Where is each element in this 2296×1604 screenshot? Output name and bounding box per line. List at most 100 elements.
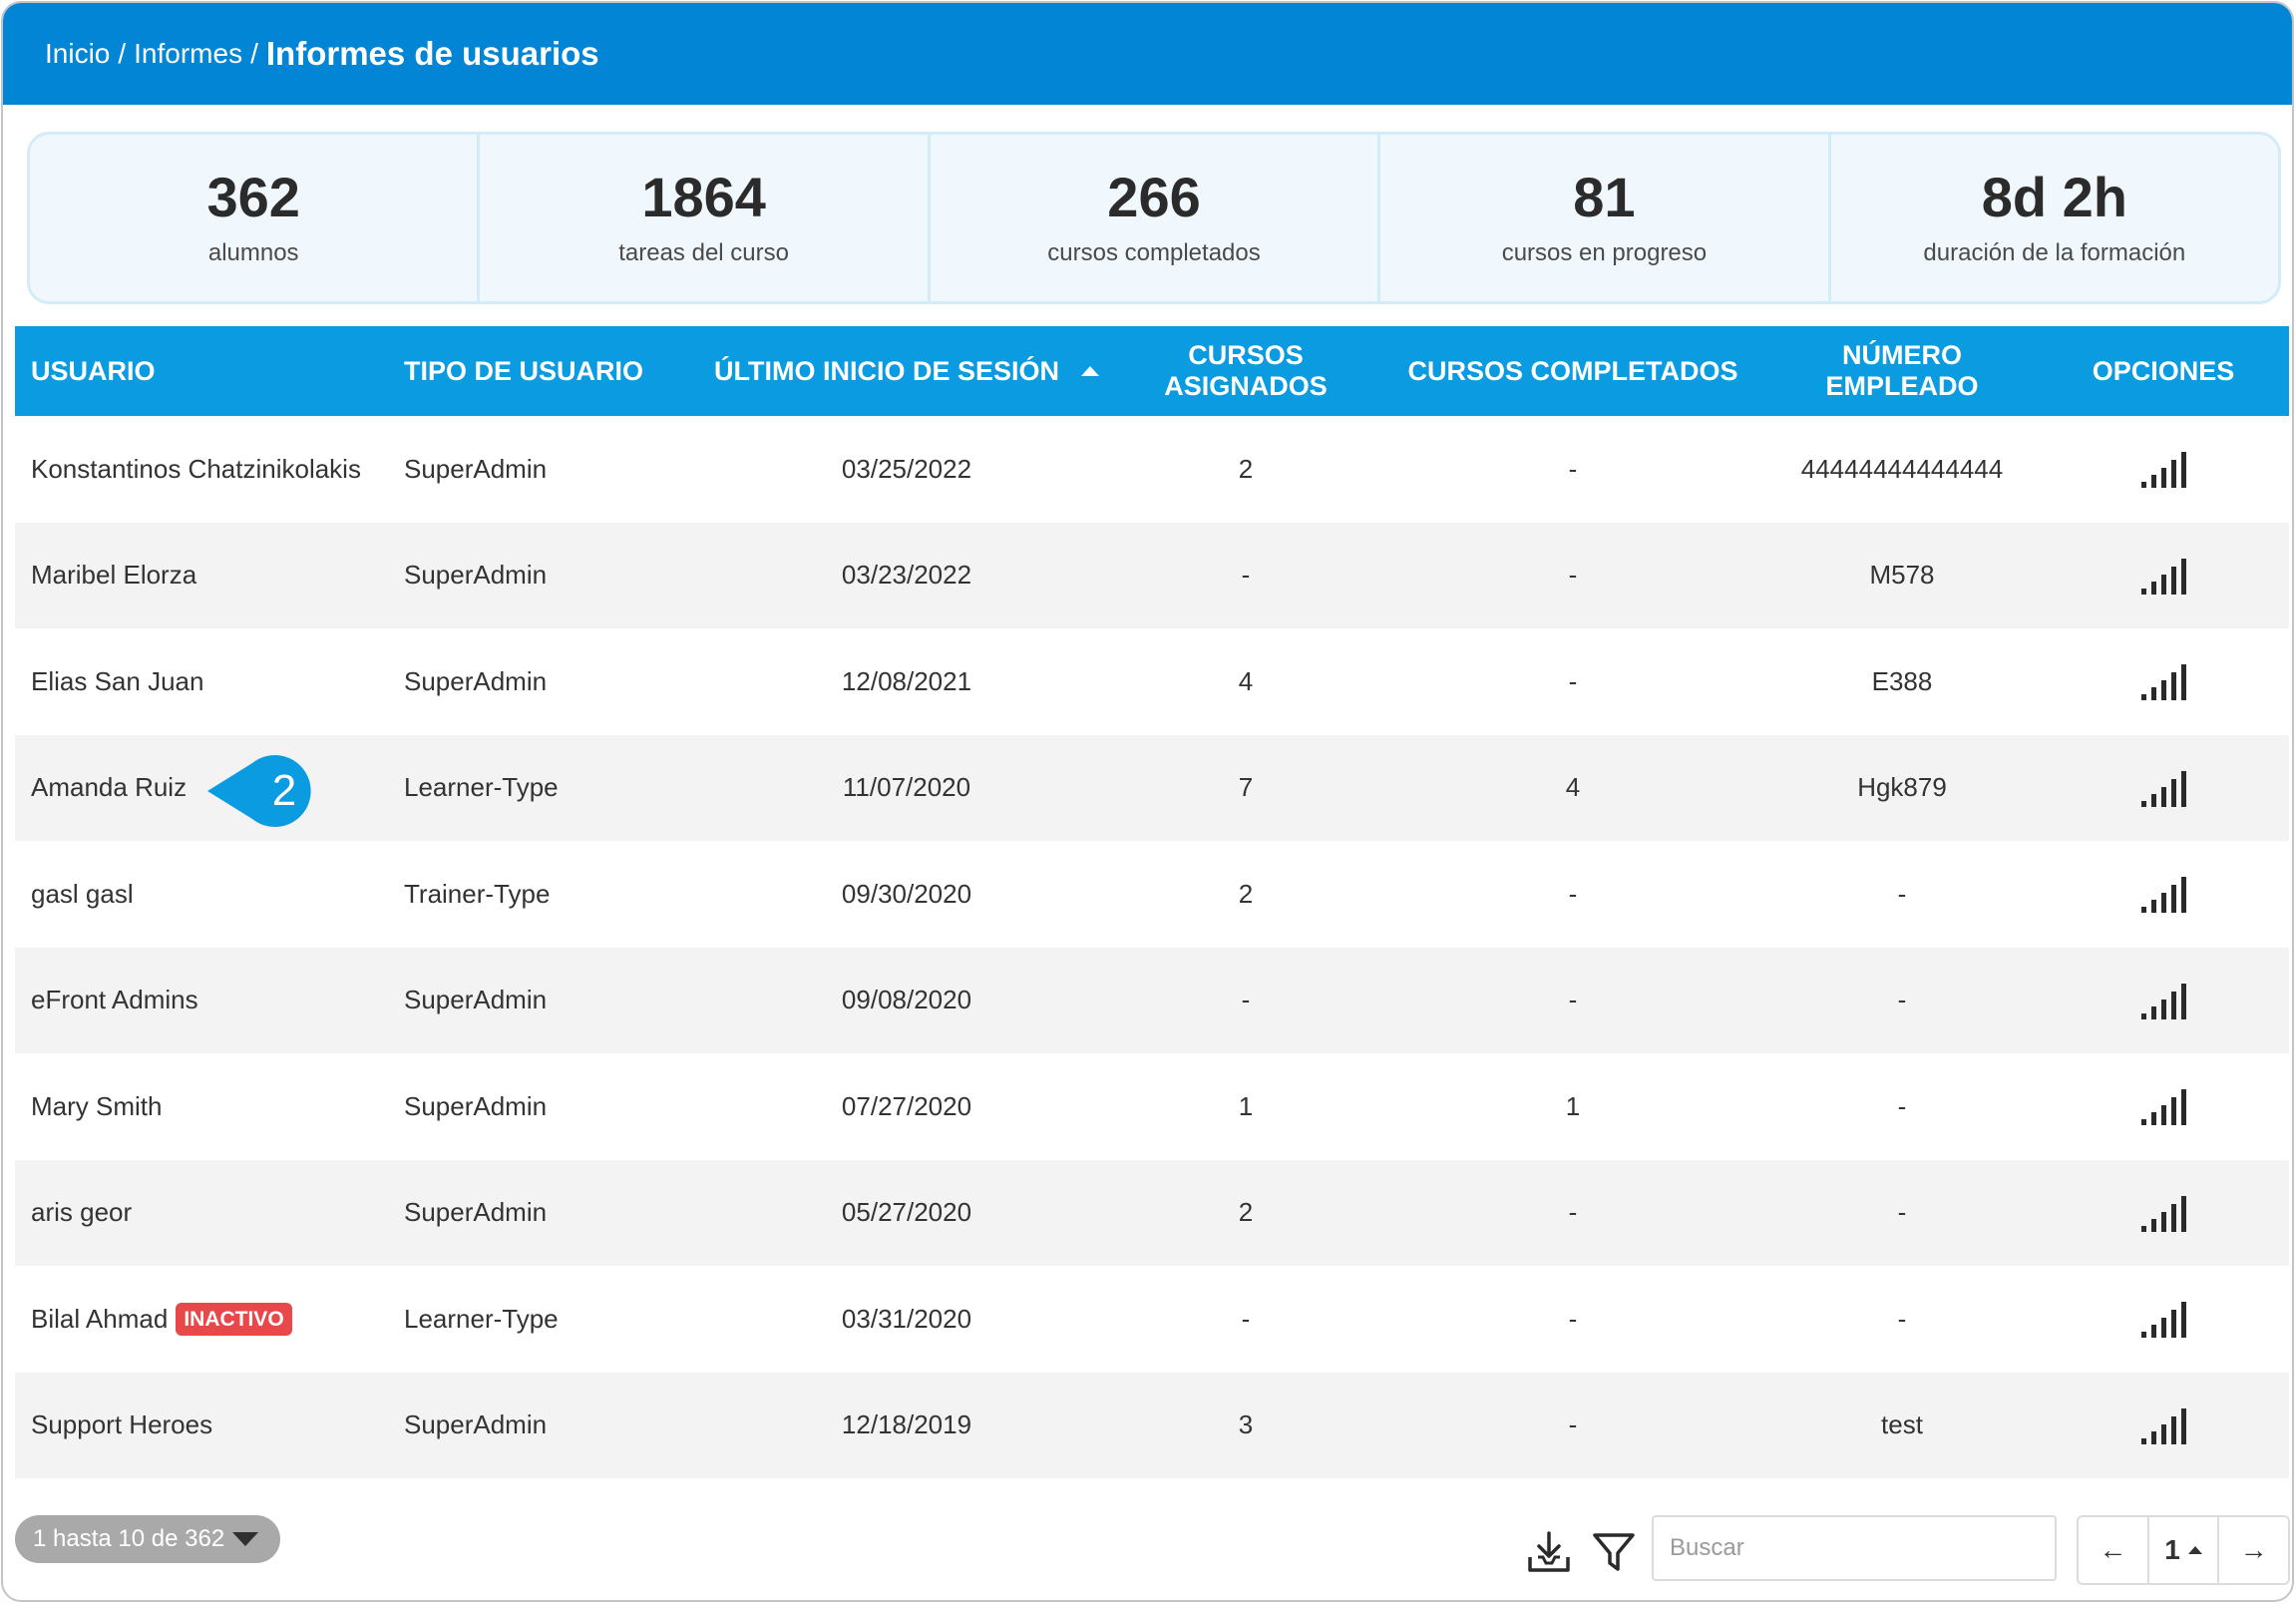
cell-user-type: Learner-Type [404,1303,559,1334]
cell-completed-courses: - [1568,878,1578,909]
breadcrumb-reports[interactable]: Informes [134,38,243,69]
column-header-completed-courses[interactable]: CURSOS COMPLETADOS [1407,355,1738,386]
cell-completed-courses: - [1568,1303,1578,1334]
cell-employee-number: - [1897,985,1907,1015]
next-page-button[interactable]: → [2239,1534,2268,1565]
table-row[interactable]: Bilal Ahmad INACTIVO Learner-Type 03/31/202… [15,1266,2289,1373]
user-name-link[interactable]: Elias San Juan [31,665,204,696]
user-name-link[interactable]: Support Heroes [31,1409,213,1440]
cell-last-login: 07/27/2020 [841,1090,972,1121]
signal-bars-icon[interactable] [2140,982,2186,1019]
signal-bars-icon[interactable] [2140,769,2186,807]
cell-employee-number: 44444444444444 [1800,453,2004,484]
user-name-link[interactable]: Bilal Ahmad [31,1303,169,1334]
user-name-link[interactable]: eFront Admins [31,985,198,1015]
page-size-dropdown[interactable]: 1 hasta 10 de 362 [15,1515,280,1563]
signal-bars-icon[interactable] [2140,662,2186,701]
stat-training-duration: 8d 2h duración de la formación [1831,135,2278,301]
cell-assigned-courses: 3 [1238,1409,1254,1440]
user-name-link[interactable]: Mary Smith [31,1090,163,1121]
breadcrumb-separator: / [250,38,258,69]
stat-value: 1864 [641,165,766,228]
column-header-user-type[interactable]: TIPO DE USUARIO [404,355,644,386]
user-name-link[interactable]: Amanda Ruiz [31,772,188,803]
cell-assigned-courses: - [1241,985,1251,1015]
column-header-assigned-courses[interactable]: CURSOS ASIGNADOS [1164,340,1328,401]
stat-value: 8d 2h [1981,165,2127,228]
breadcrumb-home[interactable]: Inicio [45,38,111,69]
stat-label: alumnos [207,238,299,266]
table-row[interactable]: Elias San Juan SuperAdmin 12/08/2021 4 - E388 [15,628,2289,735]
signal-bars-icon[interactable] [2140,875,2186,914]
stat-label: tareas del curso [618,238,789,266]
page-selector[interactable]: 1 [2146,1517,2220,1583]
user-name-link[interactable]: gasl gasl [31,878,134,909]
cell-completed-courses: - [1568,1197,1578,1228]
cell-options [2038,769,2289,807]
stat-completed-courses: 266 cursos completados [931,135,1381,301]
cell-options [2038,982,2289,1019]
download-icon[interactable] [1526,1529,1572,1575]
user-name-link[interactable]: Maribel Elorza [31,560,197,591]
cell-assigned-courses: - [1241,1303,1251,1334]
cell-last-login: 03/23/2022 [841,560,972,591]
table-row[interactable]: Maribel Elorza SuperAdmin 03/23/2022 - - M578 [15,522,2289,628]
cell-user: Mary Smith [15,1091,388,1122]
signal-bars-icon[interactable] [2140,450,2186,489]
users-table: USUARIO TIPO DE USUARIO ÚLTIMO INICIO DE… [15,326,2289,1478]
user-name-link[interactable]: aris geor [31,1197,133,1228]
signal-bars-icon[interactable] [2140,1406,2186,1444]
sort-ascending-icon [1081,366,1100,376]
cell-employee-number: - [1897,878,1907,909]
signal-bars-icon[interactable] [2140,1087,2186,1126]
cell-last-login: 11/07/2020 [842,772,971,803]
cell-options [2038,1087,2289,1126]
cell-user-type: Learner-Type [404,772,559,803]
table-row[interactable]: Amanda Ruiz Learner-Type 11/07/2020 7 4 Hgk87… [15,734,2289,841]
cell-completed-courses: - [1568,985,1578,1015]
cell-user-type: SuperAdmin [404,1090,548,1121]
callout-number: 2 [271,766,297,815]
signal-bars-icon[interactable] [2140,557,2186,595]
cell-last-login: 12/08/2021 [841,665,972,696]
caret-up-icon [2187,1546,2202,1554]
prev-page-button[interactable]: ← [2099,1534,2127,1565]
stat-course-tasks: 1864 tareas del curso [480,135,931,301]
pagination: ← 1 → [2077,1515,2290,1585]
table-row[interactable]: aris geor SuperAdmin 05/27/2020 2 - - [15,1159,2289,1266]
cell-last-login: 09/30/2020 [841,878,972,909]
stat-label: cursos completados [1047,238,1261,266]
cell-assigned-courses: 2 [1238,878,1254,909]
stat-value: 362 [206,165,300,228]
table-row[interactable]: Mary Smith SuperAdmin 07/27/2020 1 1 - [15,1053,2289,1160]
stat-learners: 362 alumnos [30,135,481,301]
cell-completed-courses: - [1568,1409,1578,1440]
table-row[interactable]: eFront Admins SuperAdmin 09/08/2020 - - - [15,947,2289,1053]
cell-user-type: SuperAdmin [404,560,548,591]
cell-assigned-courses: 1 [1238,1090,1254,1121]
column-header-last-login[interactable]: ÚLTIMO INICIO DE SESIÓN [701,356,1112,387]
table-row[interactable]: Konstantinos Chatzinikolakis SuperAdmin 03… [15,416,2289,523]
filter-icon[interactable] [1591,1529,1637,1575]
table-row[interactable]: Support Heroes SuperAdmin 12/18/2019 3 - test [15,1372,2289,1478]
cell-user-type: SuperAdmin [404,985,548,1015]
table-row[interactable]: gasl gasl Trainer-Type 09/30/2020 2 - - [15,841,2289,948]
cell-user-type: Trainer-Type [404,878,551,909]
search-input[interactable] [1652,1515,2057,1581]
cell-completed-courses: 4 [1565,772,1581,803]
column-header-user[interactable]: USUARIO [31,355,156,386]
cell-user: Amanda Ruiz [15,772,388,803]
cell-user: Konstantinos Chatzinikolakis [15,454,388,485]
cell-assigned-courses: 7 [1238,772,1254,803]
status-badge: INACTIVO [176,1302,292,1336]
cell-employee-number: Hgk879 [1857,772,1947,803]
signal-bars-icon[interactable] [2140,1300,2186,1339]
user-name-link[interactable]: Konstantinos Chatzinikolakis [31,453,361,484]
cell-employee-number: - [1897,1197,1907,1228]
signal-bars-icon[interactable] [2140,1194,2186,1232]
cell-assigned-courses: - [1241,560,1251,591]
cell-user: Elias San Juan [15,666,388,697]
cell-completed-courses: - [1568,453,1578,484]
column-header-employee-number[interactable]: NÚMERO EMPLEADO [1825,340,1979,401]
